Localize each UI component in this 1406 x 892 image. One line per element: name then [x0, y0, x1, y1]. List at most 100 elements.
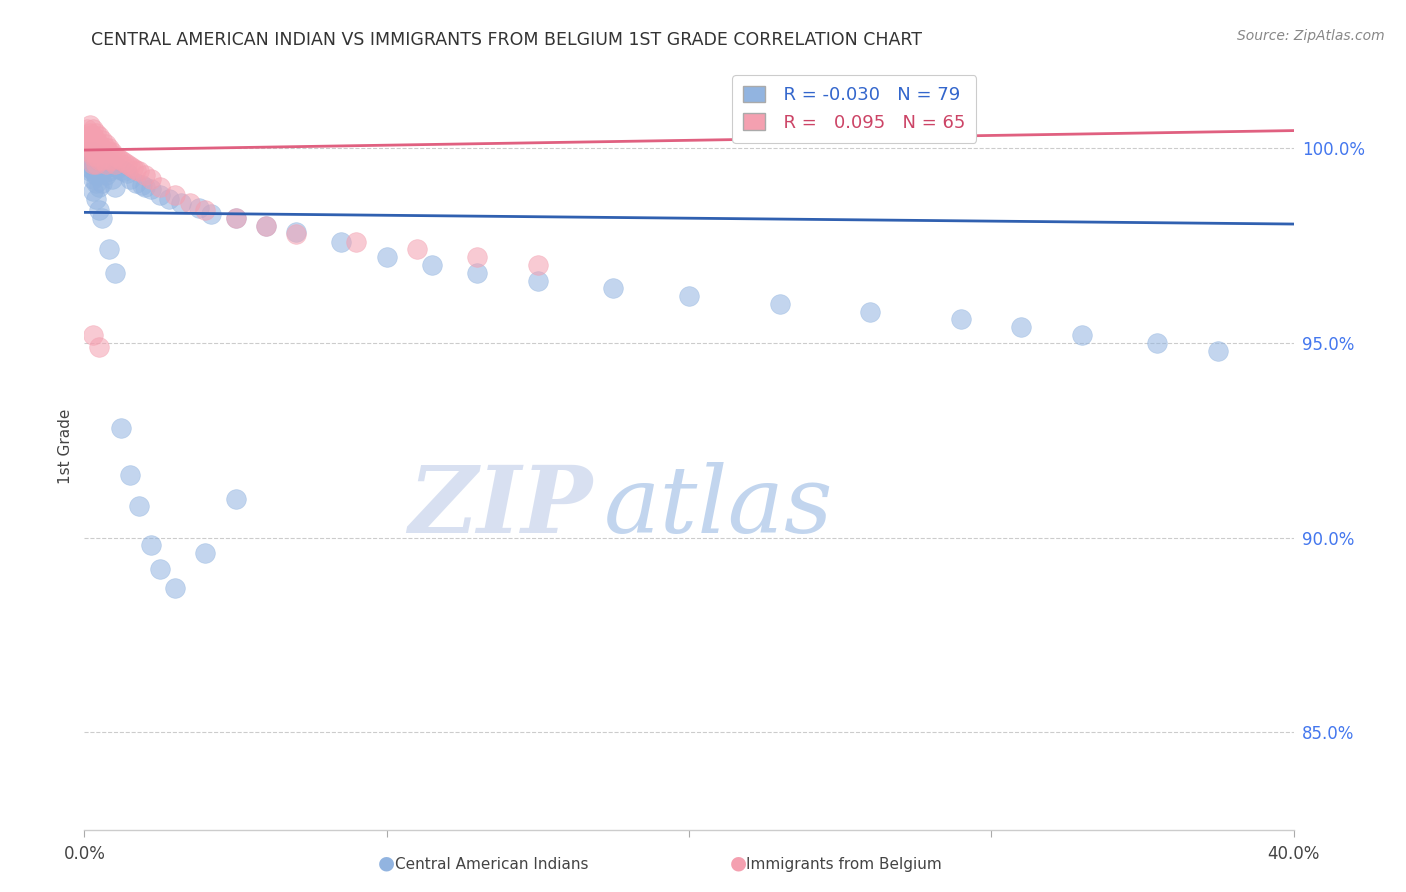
Point: [76, 145, 98, 159]
Point: [128, 164, 150, 178]
Point: [94, 145, 117, 159]
Point: [188, 202, 211, 216]
Point: [134, 180, 156, 194]
Point: [149, 562, 172, 576]
Point: [89, 180, 111, 194]
Point: [104, 266, 127, 280]
Point: [97, 145, 120, 159]
Point: [139, 172, 162, 186]
Point: [125, 162, 148, 177]
Point: [285, 225, 308, 239]
Text: ●: ●: [730, 854, 747, 872]
Point: [86, 126, 108, 140]
Point: [86, 145, 108, 159]
Text: CENTRAL AMERICAN INDIAN VS IMMIGRANTS FROM BELGIUM 1ST GRADE CORRELATION CHART: CENTRAL AMERICAN INDIAN VS IMMIGRANTS FR…: [91, 31, 922, 49]
Point: [79, 164, 101, 178]
Point: [82, 149, 104, 163]
Point: [97, 164, 120, 178]
Point: [79, 133, 101, 147]
Point: [170, 195, 193, 210]
Point: [769, 297, 792, 311]
Point: [254, 219, 277, 233]
Point: [91, 141, 114, 155]
Point: [100, 172, 122, 186]
Point: [157, 192, 180, 206]
Point: [1146, 335, 1168, 350]
Point: [76, 149, 98, 163]
Point: [149, 187, 172, 202]
Point: [82, 145, 104, 159]
Point: [225, 491, 247, 506]
Point: [86, 161, 108, 175]
Point: [76, 137, 98, 152]
Point: [94, 141, 117, 155]
Point: [1206, 343, 1229, 358]
Point: [91, 164, 114, 178]
Point: [82, 145, 104, 159]
Point: [859, 304, 882, 318]
Point: [97, 243, 120, 257]
Point: [97, 153, 120, 167]
Point: [89, 145, 111, 159]
Point: [86, 147, 108, 161]
Point: [125, 176, 148, 190]
Point: [527, 273, 550, 287]
Point: [89, 157, 111, 171]
Point: [104, 157, 127, 171]
Point: [118, 159, 141, 173]
Point: [91, 157, 114, 171]
Point: [527, 258, 550, 272]
Point: [330, 235, 353, 249]
Point: [100, 157, 122, 171]
Point: [97, 154, 120, 169]
Y-axis label: 1st Grade: 1st Grade: [58, 409, 73, 483]
Point: [89, 153, 111, 167]
Text: atlas: atlas: [605, 462, 834, 552]
Point: [94, 169, 117, 183]
Point: [104, 180, 127, 194]
Point: [82, 141, 104, 155]
Point: [79, 157, 101, 171]
Point: [89, 164, 111, 178]
Point: [86, 169, 108, 183]
Point: [94, 137, 117, 152]
Text: ZIP: ZIP: [408, 462, 592, 552]
Point: [91, 176, 114, 190]
Point: [82, 172, 104, 186]
Point: [225, 211, 247, 226]
Point: [194, 546, 217, 560]
Point: [110, 421, 132, 435]
Point: [89, 129, 111, 144]
Point: [89, 149, 111, 163]
Point: [467, 250, 489, 264]
Point: [110, 153, 132, 167]
Point: [420, 258, 443, 272]
Point: [179, 195, 201, 210]
Point: [107, 151, 129, 165]
Point: [112, 154, 135, 169]
Point: [100, 145, 122, 159]
Point: [91, 211, 114, 226]
Point: [82, 149, 104, 163]
Point: [86, 192, 108, 206]
Point: [82, 184, 104, 198]
Point: [107, 161, 129, 175]
Point: [1011, 320, 1033, 334]
Point: [194, 203, 217, 218]
Point: [139, 538, 162, 552]
Text: ●: ●: [378, 854, 395, 872]
Point: [112, 164, 135, 178]
Point: [79, 126, 101, 140]
Point: [94, 161, 117, 175]
Point: [346, 235, 368, 249]
Text: Source: ZipAtlas.com: Source: ZipAtlas.com: [1237, 29, 1385, 43]
Point: [254, 219, 277, 233]
Point: [79, 137, 101, 152]
Point: [86, 176, 108, 190]
Point: [118, 172, 141, 186]
Point: [225, 211, 247, 226]
Point: [115, 166, 138, 180]
Point: [91, 153, 114, 167]
Point: [110, 162, 132, 177]
Point: [89, 137, 111, 152]
